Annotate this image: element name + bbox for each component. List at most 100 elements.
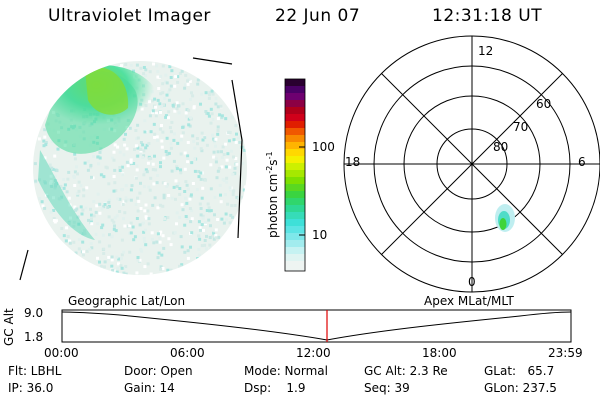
- image-speckle: [120, 238, 124, 242]
- image-speckle: [177, 111, 181, 115]
- image-speckle: [230, 204, 234, 208]
- image-speckle: [148, 70, 152, 74]
- image-speckle: [149, 130, 153, 134]
- image-speckle: [199, 228, 202, 232]
- image-speckle: [163, 182, 167, 186]
- image-speckle: [192, 105, 196, 109]
- image-speckle: [134, 203, 138, 206]
- image-speckle: [136, 258, 140, 262]
- image-speckle: [152, 241, 156, 245]
- image-speckle: [203, 239, 207, 242]
- image-speckle: [118, 210, 122, 213]
- image-speckle: [98, 240, 102, 244]
- image-speckle: [178, 192, 182, 196]
- image-speckle: [142, 154, 146, 158]
- image-speckle: [173, 231, 177, 235]
- image-speckle: [234, 157, 238, 160]
- image-speckle: [165, 93, 169, 97]
- image-speckle: [178, 264, 181, 268]
- image-speckle: [156, 174, 160, 177]
- image-speckle: [193, 157, 197, 161]
- image-speckle: [214, 228, 218, 232]
- colorbar-tick-100: 100: [312, 140, 335, 154]
- image-speckle: [110, 264, 114, 268]
- image-speckle: [233, 171, 237, 175]
- image-speckle: [166, 268, 170, 272]
- image-speckle: [165, 81, 169, 85]
- image-speckle: [136, 196, 139, 200]
- image-speckle: [53, 154, 57, 158]
- image-speckle: [49, 180, 53, 183]
- image-speckle: [153, 132, 157, 136]
- image-speckle: [49, 210, 53, 214]
- image-speckle: [197, 175, 201, 179]
- image-speckle: [136, 209, 140, 213]
- image-speckle: [199, 147, 203, 151]
- image-speckle: [214, 234, 218, 238]
- image-speckle: [132, 69, 135, 73]
- mlt-label-6: 6: [578, 155, 586, 169]
- image-speckle: [110, 255, 114, 259]
- image-speckle: [128, 231, 132, 235]
- image-speckle: [137, 199, 141, 203]
- image-speckle: [226, 202, 230, 206]
- status-mode: Mode: Normal: [244, 364, 328, 378]
- image-speckle: [208, 236, 212, 239]
- image-speckle: [128, 224, 132, 228]
- image-speckle: [161, 267, 165, 270]
- image-speckle: [168, 88, 172, 92]
- image-speckle: [228, 165, 232, 169]
- image-speckle: [197, 170, 201, 173]
- image-speckle: [181, 125, 185, 129]
- image-speckle: [46, 195, 50, 199]
- header-time: 12:31:18 UT: [432, 6, 543, 26]
- image-speckle: [167, 237, 171, 241]
- image-speckle: [95, 204, 99, 208]
- image-speckle: [136, 256, 140, 259]
- image-speckle: [223, 179, 226, 182]
- image-speckle: [152, 122, 156, 126]
- image-speckle: [144, 203, 148, 207]
- image-speckle: [166, 216, 170, 219]
- image-speckle: [89, 220, 93, 224]
- image-speckle: [213, 140, 216, 144]
- image-speckle: [107, 200, 111, 204]
- image-speckle: [152, 182, 156, 186]
- image-speckle: [34, 179, 38, 183]
- image-speckle: [168, 65, 172, 69]
- image-speckle: [190, 231, 194, 235]
- image-speckle: [209, 121, 213, 125]
- image-speckle: [94, 210, 98, 214]
- image-speckle: [208, 209, 212, 213]
- image-speckle: [54, 179, 57, 182]
- image-speckle: [129, 231, 133, 235]
- image-speckle: [98, 156, 102, 160]
- image-speckle: [186, 79, 189, 83]
- mlt-label-18: 18: [345, 155, 361, 169]
- image-speckle: [131, 225, 135, 229]
- image-speckle: [43, 128, 47, 132]
- image-speckle: [73, 170, 77, 174]
- image-speckle: [210, 89, 214, 93]
- image-speckle: [114, 189, 118, 193]
- image-speckle: [83, 161, 87, 165]
- image-speckle: [189, 116, 193, 120]
- image-speckle: [66, 177, 70, 181]
- image-speckle: [191, 182, 195, 185]
- image-speckle: [201, 216, 205, 220]
- image-speckle: [207, 218, 211, 222]
- image-speckle: [228, 186, 232, 190]
- image-speckle: [110, 258, 114, 262]
- mlt-label-0: 0: [468, 275, 476, 289]
- image-speckle: [54, 184, 57, 188]
- image-speckle: [227, 131, 231, 135]
- image-speckle: [225, 218, 228, 222]
- image-speckle: [144, 146, 148, 150]
- image-speckle: [150, 231, 154, 235]
- image-speckle: [124, 184, 128, 188]
- image-speckle: [156, 70, 160, 74]
- image-speckle: [188, 79, 192, 83]
- image-speckle: [205, 143, 209, 147]
- image-speckle: [120, 165, 124, 169]
- image-speckle: [219, 193, 222, 197]
